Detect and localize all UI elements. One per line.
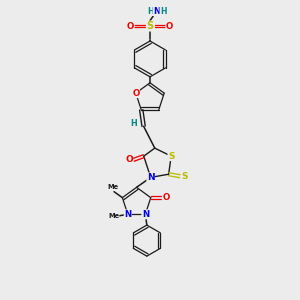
Text: S: S xyxy=(168,152,174,160)
Text: S: S xyxy=(146,21,154,31)
Text: N: N xyxy=(142,210,149,219)
Text: N: N xyxy=(124,210,131,219)
Text: O: O xyxy=(132,88,140,98)
Text: N: N xyxy=(153,7,160,16)
Text: Me: Me xyxy=(108,213,119,219)
Text: H: H xyxy=(147,7,153,16)
Text: N: N xyxy=(147,173,154,182)
Text: H: H xyxy=(160,7,166,16)
Text: Me: Me xyxy=(107,184,118,190)
Text: O: O xyxy=(162,193,169,202)
Text: O: O xyxy=(166,22,173,31)
Text: H: H xyxy=(131,119,137,128)
Text: O: O xyxy=(125,155,133,164)
Text: O: O xyxy=(127,22,134,31)
Text: S: S xyxy=(181,172,188,181)
